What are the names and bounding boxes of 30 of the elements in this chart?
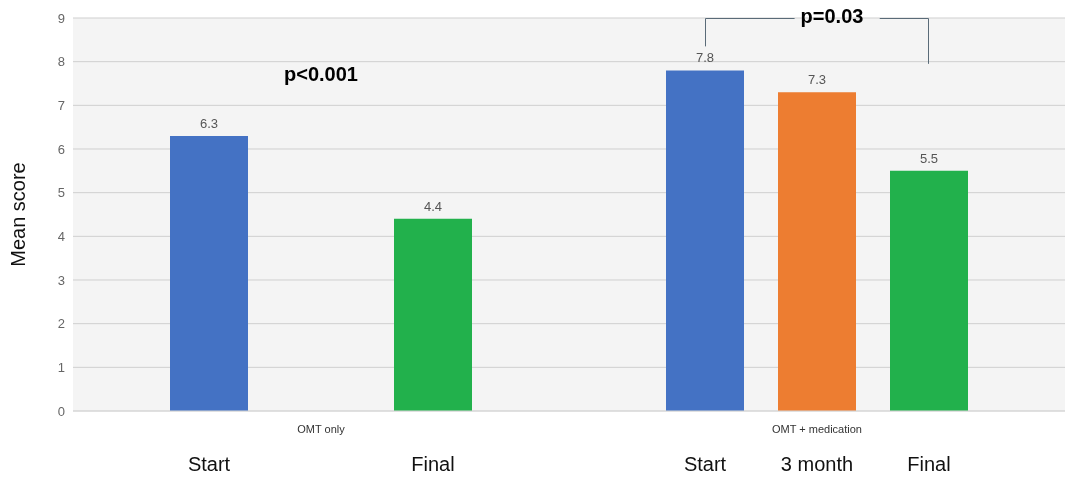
y-tick-label: 6: [57, 141, 65, 157]
y-axis-title: Mean score: [7, 162, 30, 267]
y-tick-label: 5: [57, 185, 65, 201]
y-tick-label: 7: [57, 97, 65, 113]
text: Final: [907, 453, 951, 475]
bar: [666, 70, 744, 411]
y-tick-label: 2: [57, 316, 65, 332]
data-label: 7.3: [807, 72, 827, 88]
data-label: 7.8: [695, 50, 715, 66]
data-label: 4.4: [423, 198, 443, 214]
y-tick-label: 4: [57, 228, 65, 244]
text: Start: [683, 453, 727, 475]
bar: [394, 218, 472, 411]
text: Start: [187, 453, 231, 475]
x-tick-label: OMT + medication: [772, 423, 862, 435]
x-tick-label: OMT only: [297, 423, 346, 435]
annotation: p=0.03: [799, 5, 865, 28]
text: 3 month: [780, 453, 854, 475]
y-tick-label: 0: [57, 403, 65, 419]
bar: [778, 92, 856, 411]
bar: [890, 170, 968, 411]
bar: [170, 135, 248, 411]
data-label: 5.5: [919, 150, 939, 166]
y-tick-label: 3: [57, 272, 65, 288]
text: Final: [411, 453, 455, 475]
y-tick-label: 8: [57, 54, 65, 70]
y-tick-label: 9: [57, 10, 65, 26]
annotation: p<0.001: [283, 62, 359, 86]
y-tick-label: 1: [57, 359, 65, 375]
data-label: 6.3: [199, 115, 219, 131]
